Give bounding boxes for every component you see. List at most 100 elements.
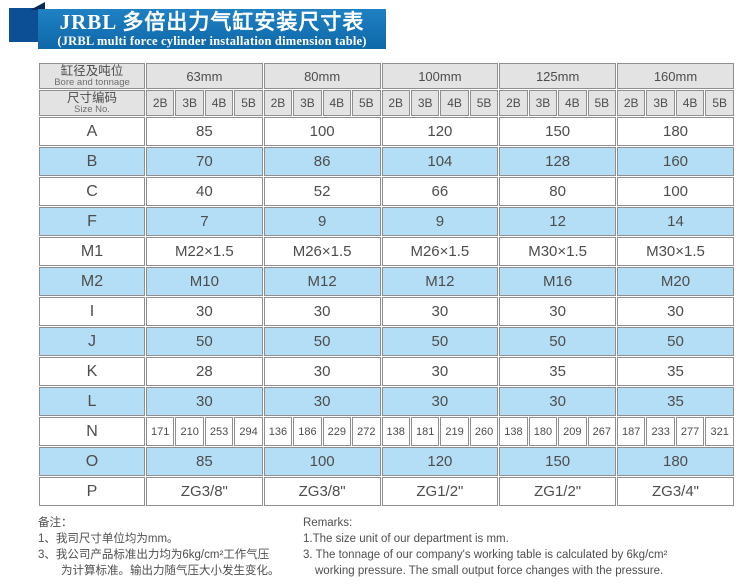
- value-cell: 260: [469, 417, 499, 446]
- value-cell: 138: [499, 417, 528, 446]
- size-col-header: 5B: [352, 90, 381, 116]
- value-cell: 128: [499, 147, 616, 176]
- value-cell: 210: [175, 417, 204, 446]
- table-row: A 85 100 120 150 180: [39, 117, 734, 146]
- value-cell: 30: [617, 297, 734, 326]
- size-col-header: 2B: [146, 90, 175, 116]
- dimension-table: 缸径及吨位 Bore and tonnage 63mm 80mm 100mm 125m…: [38, 62, 735, 507]
- row-label: J: [39, 327, 145, 356]
- value-cell: 187: [617, 417, 646, 446]
- value-cell: 9: [263, 207, 381, 236]
- value-cell: 28: [146, 357, 263, 386]
- row-label: L: [39, 387, 145, 416]
- value-cell: ZG1/2": [499, 477, 616, 506]
- table-row: F 7 9 9 12 14: [39, 207, 734, 236]
- size-col-header: 3B: [528, 90, 558, 116]
- row-label: B: [39, 147, 145, 176]
- value-cell: M26×1.5: [381, 237, 499, 266]
- table-row: M1 M22×1.5 M26×1.5 M26×1.5 M30×1.5 M30×1.5: [39, 237, 734, 266]
- note-line: 1.The size unit of our department is mm.: [303, 533, 509, 545]
- page-title: JRBL 多倍出力气缸安装尺寸表: [59, 10, 365, 34]
- size-col-header: 5B: [234, 90, 263, 116]
- row-label: P: [39, 477, 145, 506]
- value-cell: 50: [381, 327, 499, 356]
- note-line: working pressure. The small output force…: [315, 565, 664, 577]
- value-cell: 35: [617, 357, 734, 386]
- value-cell: 180: [528, 417, 558, 446]
- value-cell: 52: [263, 177, 381, 206]
- value-cell: 100: [263, 447, 381, 476]
- row-label: C: [39, 177, 145, 206]
- value-cell: 30: [381, 297, 499, 326]
- value-cell: 209: [558, 417, 587, 446]
- bore-tonnage-label-en: Bore and tonnage: [54, 77, 130, 88]
- ribbon-square: [9, 8, 38, 42]
- title-banner: JRBL 多倍出力气缸安装尺寸表 (JRBL multi force cylin…: [38, 9, 386, 49]
- bore-group-header: 100mm: [381, 63, 499, 89]
- size-col-header: 2B: [381, 90, 410, 116]
- size-col-header: 4B: [204, 90, 234, 116]
- value-cell: 14: [617, 207, 734, 236]
- value-cell: M16: [499, 267, 616, 296]
- value-cell: 171: [146, 417, 175, 446]
- size-no-label-zh: 尺寸编码: [66, 91, 117, 105]
- value-cell: 30: [381, 387, 499, 416]
- value-cell: M30×1.5: [499, 237, 616, 266]
- value-cell: 50: [499, 327, 616, 356]
- value-cell: M20: [617, 267, 734, 296]
- row-label: I: [39, 297, 145, 326]
- table-row: N 171 210 253 294 136 186 229 272 138 181 219 260 138…: [39, 417, 734, 446]
- value-cell: 321: [705, 417, 734, 446]
- value-cell: 30: [263, 387, 381, 416]
- notes-english: Remarks: 1.The size unit of our departme…: [303, 515, 748, 579]
- value-cell: 80: [499, 177, 616, 206]
- value-cell: 30: [263, 357, 381, 386]
- size-col-header: 5B: [705, 90, 734, 116]
- row-label: F: [39, 207, 145, 236]
- size-col-header: 5B: [587, 90, 616, 116]
- table-row: C 40 52 66 80 100: [39, 177, 734, 206]
- value-cell: 9: [381, 207, 499, 236]
- table-row: O 85 100 120 150 180: [39, 447, 734, 476]
- value-cell: 30: [499, 297, 616, 326]
- note-line: 为计算标准。输出力随气压大小发生变化。: [61, 565, 280, 577]
- value-cell: 104: [381, 147, 499, 176]
- value-cell: 30: [263, 297, 381, 326]
- table-row: L 30 30 30 30 35: [39, 387, 734, 416]
- size-col-header: 2B: [617, 90, 646, 116]
- size-no-label-en: Size No.: [74, 104, 110, 115]
- row-label: K: [39, 357, 145, 386]
- value-cell: 277: [675, 417, 705, 446]
- bore-group-header: 80mm: [263, 63, 381, 89]
- value-cell: M12: [263, 267, 381, 296]
- size-col-header: 2B: [499, 90, 528, 116]
- note-line: 1、我司尺寸单位均为mm。: [38, 533, 179, 545]
- bore-tonnage-label-zh: 缸径及吨位: [60, 64, 124, 78]
- value-cell: 138: [381, 417, 410, 446]
- value-cell: 120: [381, 447, 499, 476]
- table-row: J 50 50 50 50 50: [39, 327, 734, 356]
- value-cell: ZG3/8": [263, 477, 381, 506]
- size-col-header: 3B: [175, 90, 204, 116]
- note-line: 3、我公司产品标准出力均为6kg/cm²工作气压: [38, 549, 270, 561]
- value-cell: 35: [617, 387, 734, 416]
- row-label: O: [39, 447, 145, 476]
- value-cell: 35: [499, 357, 616, 386]
- size-col-header: 3B: [293, 90, 322, 116]
- table-row: K 28 30 30 35 35: [39, 357, 734, 386]
- value-cell: 86: [263, 147, 381, 176]
- value-cell: 66: [381, 177, 499, 206]
- value-cell: 40: [146, 177, 263, 206]
- value-cell: 85: [146, 117, 263, 146]
- row-label: M1: [39, 237, 145, 266]
- value-cell: 7: [146, 207, 263, 236]
- note-line: 3. The tonnage of our company's working …: [303, 549, 668, 561]
- size-no-header: 尺寸编码 Size No.: [39, 90, 145, 116]
- size-no-row: 尺寸编码 Size No. 2B 3B 4B 5B 2B 3B 4B 5B 2B 3B 4B 5B 2B…: [39, 90, 734, 116]
- size-col-header: 4B: [440, 90, 469, 116]
- value-cell: 30: [499, 387, 616, 416]
- page-subtitle: (JRBL multi force cylinder installation …: [57, 34, 367, 48]
- value-cell: M12: [381, 267, 499, 296]
- size-col-header: 5B: [469, 90, 499, 116]
